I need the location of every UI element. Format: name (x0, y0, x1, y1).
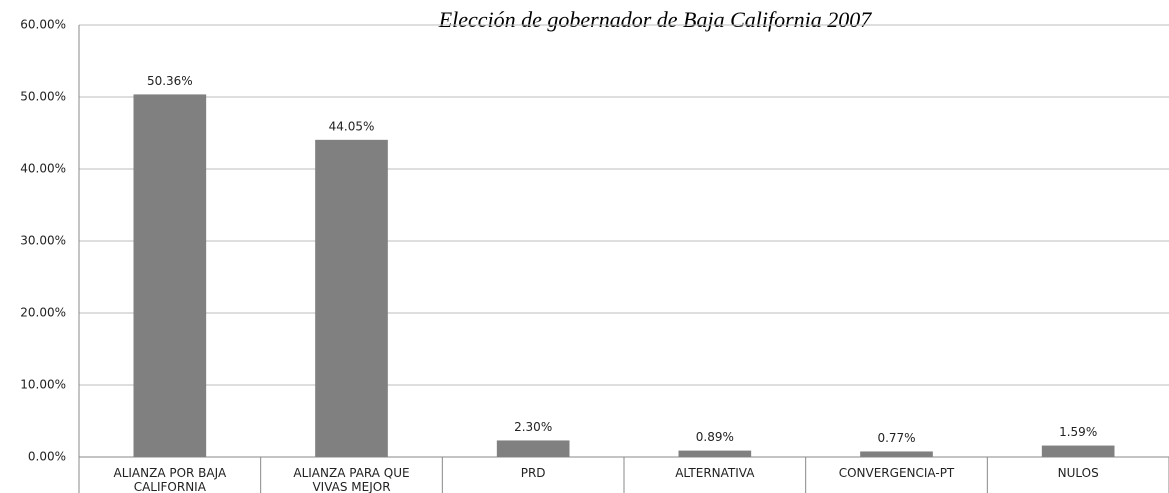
y-tick-label: 0.00% (28, 450, 66, 464)
y-tick-label: 60.00% (20, 18, 66, 32)
value-label: 1.59% (1059, 425, 1097, 439)
x-tick-label: PRD (520, 466, 546, 480)
bar (678, 450, 752, 457)
bar (860, 451, 933, 457)
y-tick-label: 10.00% (20, 378, 66, 392)
chart-title: Elección de gobernador de Baja Californi… (438, 7, 873, 32)
value-label: 0.77% (877, 431, 915, 445)
value-label: 44.05% (329, 119, 375, 133)
value-label: 50.36% (147, 74, 193, 88)
y-tick-label: 30.00% (20, 234, 66, 248)
bar (496, 440, 570, 457)
value-label: 2.30% (514, 420, 552, 434)
y-tick-label: 20.00% (20, 306, 66, 320)
value-label: 0.89% (696, 430, 734, 444)
bar (133, 94, 207, 458)
y-tick-label: 40.00% (20, 162, 66, 176)
x-tick-label: NULOS (1057, 466, 1099, 480)
bar (1041, 445, 1115, 457)
bar (315, 139, 388, 457)
x-tick-label: ALIANZA POR BAJA CALIFORNIA (113, 466, 227, 493)
y-tick-label: 50.00% (20, 90, 66, 104)
x-tick-label: CONVERGENCIA-PT (838, 466, 955, 480)
x-tick-label: ALTERNATIVA (675, 466, 755, 480)
x-tick-label: ALIANZA PARA QUE VIVAS MEJOR (293, 466, 410, 493)
